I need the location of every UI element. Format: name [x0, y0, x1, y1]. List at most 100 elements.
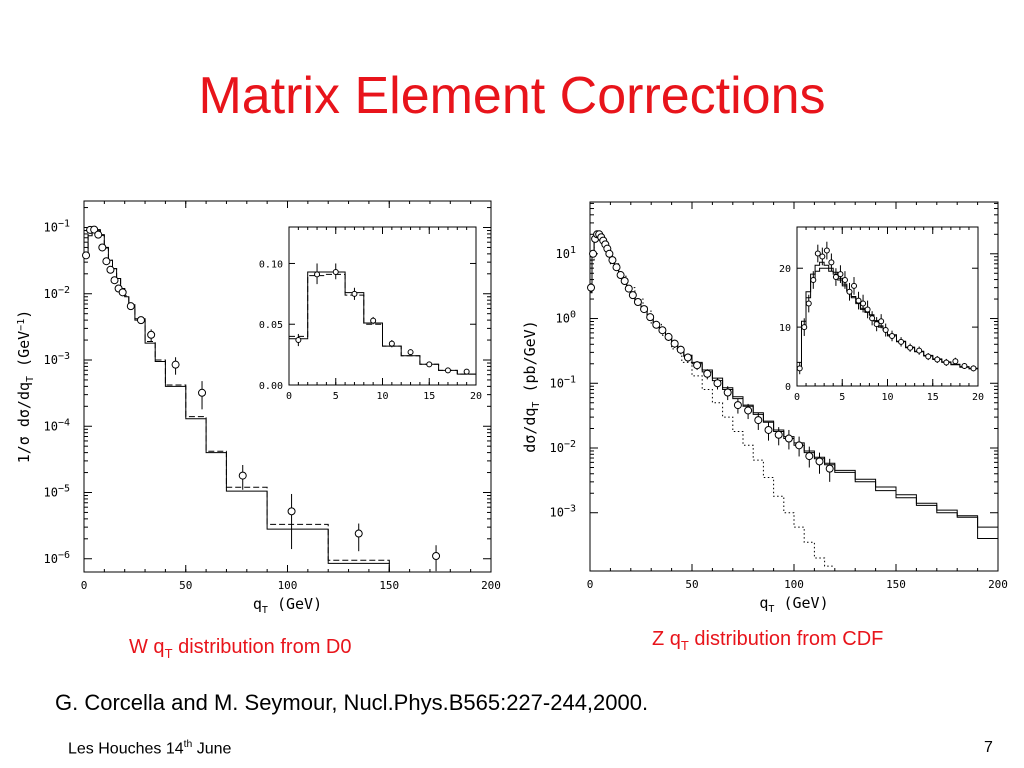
data-point — [860, 300, 867, 307]
y-tick-label: 100 — [556, 310, 576, 326]
y-tick-label: 10−3 — [550, 504, 577, 520]
data-point — [664, 332, 673, 341]
data-point — [332, 268, 339, 275]
x-tick-label: 50 — [179, 579, 192, 592]
data-point — [723, 388, 732, 397]
data-point — [118, 288, 127, 297]
data-point — [608, 256, 617, 265]
data-point — [98, 243, 107, 252]
data-point — [703, 369, 712, 378]
data-point — [828, 259, 835, 266]
y-tick-label: 10−2 — [44, 285, 71, 301]
data-point — [354, 529, 363, 538]
y-tick-label: 0.00 — [259, 381, 283, 392]
x-tick-label: 150 — [379, 579, 399, 592]
x-tick-label: 20 — [972, 392, 984, 403]
y-axis-label: 1/σ dσ/dqT (GeV−1) — [15, 310, 36, 464]
data-point — [624, 284, 633, 293]
data-point — [925, 353, 932, 360]
y-tick-label: 10−3 — [44, 351, 71, 367]
data-point — [94, 230, 103, 239]
data-point — [744, 406, 753, 415]
data-point — [916, 347, 923, 354]
data-point — [784, 434, 793, 443]
data-point — [970, 365, 977, 372]
x-tick-label: 10 — [376, 391, 388, 402]
data-point — [819, 253, 826, 260]
y-tick-label: 0.10 — [259, 259, 283, 270]
data-point — [754, 416, 763, 425]
y-tick-label: 10−6 — [44, 550, 71, 566]
data-point — [878, 318, 885, 325]
x-tick-label: 50 — [685, 578, 698, 591]
data-point — [370, 317, 377, 324]
data-point — [864, 306, 871, 313]
data-point — [198, 388, 207, 397]
x-tick-label: 0 — [794, 392, 800, 403]
data-point — [851, 282, 858, 289]
x-tick-label: 20 — [470, 391, 482, 402]
data-point — [943, 359, 950, 366]
x-tick-label: 100 — [784, 578, 804, 591]
w-qt-inset-plot: 0 5 10 15 20 0.00 0.05 0.10 — [259, 226, 482, 402]
y-tick-label: 10−5 — [44, 484, 71, 500]
data-point — [633, 298, 642, 307]
data-point — [432, 552, 441, 561]
y-tick-label: 10−2 — [550, 439, 577, 455]
data-point — [106, 265, 115, 274]
y-tick-label: 20 — [779, 264, 791, 275]
data-point — [805, 300, 812, 307]
data-point — [238, 471, 247, 480]
data-point — [676, 345, 685, 354]
data-point — [952, 358, 959, 365]
data-point — [873, 321, 880, 328]
data-point — [90, 225, 99, 234]
w-plot-caption: W qT distribution from D0 — [129, 636, 352, 661]
data-point — [764, 425, 773, 434]
data-point — [713, 379, 722, 388]
data-point — [295, 337, 302, 344]
data-point — [934, 356, 941, 363]
data-point — [907, 344, 914, 351]
data-point — [795, 441, 804, 450]
data-point — [733, 401, 742, 410]
x-axis-label: qT (GeV) — [253, 595, 322, 616]
data-point — [815, 457, 824, 466]
x-tick-label: 150 — [886, 578, 906, 591]
data-point — [796, 365, 803, 372]
data-point — [810, 277, 817, 283]
x-tick-label: 200 — [988, 578, 1008, 591]
y-axis-label: dσ/dqT (pb/GeV) — [521, 320, 542, 452]
data-point — [898, 338, 905, 345]
data-point — [693, 361, 702, 370]
data-point — [825, 464, 834, 473]
y-tick-label: 10−4 — [44, 417, 71, 433]
data-point — [314, 271, 321, 278]
data-point — [869, 315, 876, 322]
data-point — [351, 290, 358, 297]
footer-event: Les Houches 14th June — [68, 739, 232, 758]
data-point — [889, 332, 896, 339]
data-point — [616, 271, 625, 280]
y-tick-label: 101 — [556, 245, 576, 261]
x-axis-label: qT (GeV) — [759, 594, 828, 615]
data-point — [147, 330, 156, 339]
data-point — [287, 507, 296, 516]
x-tick-label: 10 — [881, 392, 893, 403]
x-tick-label: 5 — [333, 391, 339, 402]
x-tick-label: 0 — [286, 391, 292, 402]
data-point — [823, 247, 830, 254]
data-point — [620, 276, 629, 285]
data-point — [110, 276, 119, 285]
data-point — [855, 297, 862, 304]
data-point — [961, 362, 968, 369]
y-tick-label: 10−1 — [44, 219, 71, 235]
data-point — [444, 367, 451, 374]
data-point — [589, 249, 598, 258]
data-point — [126, 302, 135, 311]
x-tick-label: 15 — [927, 392, 939, 403]
z-qt-inset-plot: 0 5 10 15 20 0 10 20 — [779, 226, 984, 403]
